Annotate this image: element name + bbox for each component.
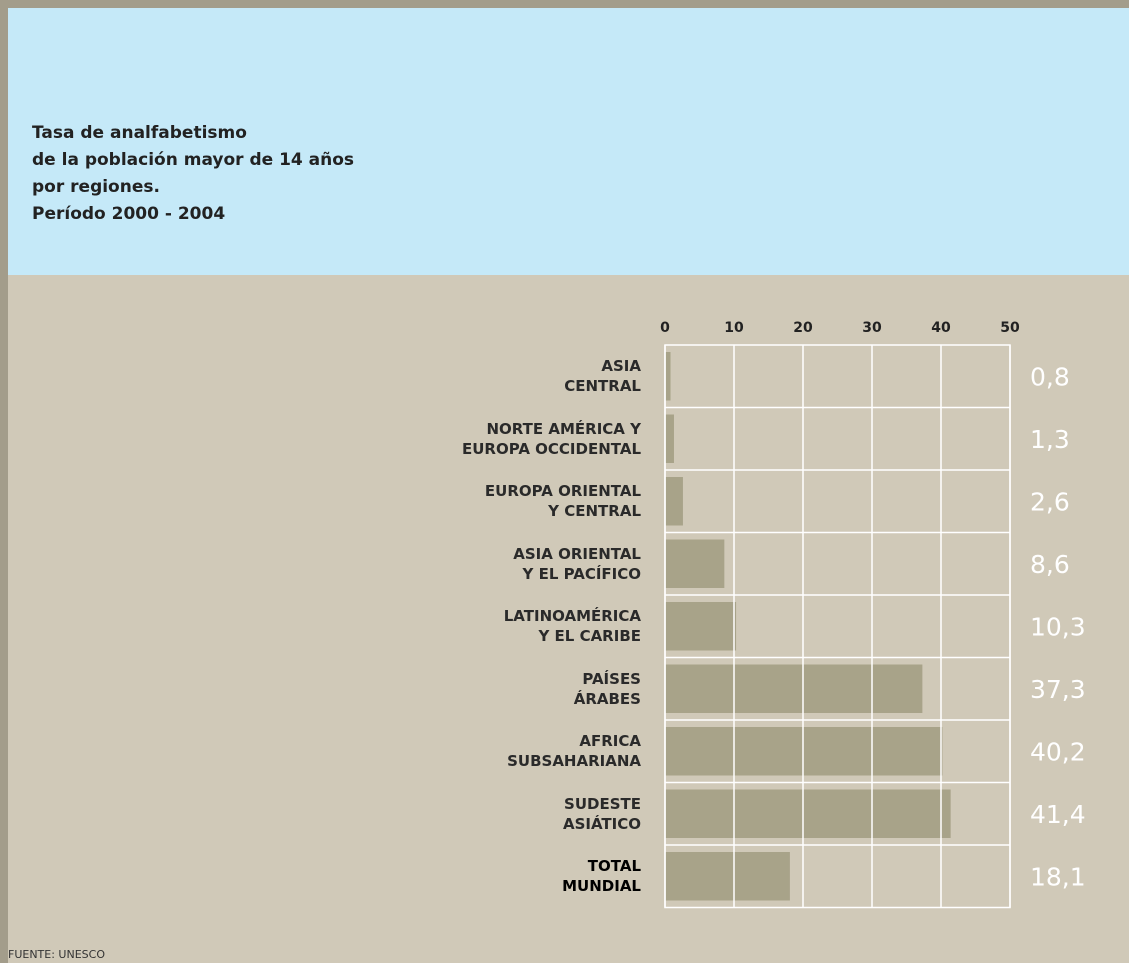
category-label: TOTAL MUNDIAL <box>562 857 641 896</box>
title-panel: Tasa de analfabetismo de la población ma… <box>8 8 1129 275</box>
bar <box>665 852 790 901</box>
value-label: 41,4 <box>1030 800 1086 829</box>
category-label: ASIA CENTRAL <box>564 357 641 396</box>
bar <box>665 539 725 588</box>
value-label: 0,8 <box>1030 362 1070 391</box>
category-label: LATINOAMÉRICA Y EL CARIBE <box>503 607 641 646</box>
chart: 0,8 1,3 2,6 8,6 10,3 37,3 40,2 41,4 18,1 0 10 20 30 4… <box>660 320 1086 909</box>
value-label: 40,2 <box>1030 737 1086 766</box>
x-tick-label: 0 <box>660 320 670 336</box>
x-tick-label: 30 <box>862 320 882 336</box>
value-label: 1,3 <box>1030 425 1070 454</box>
x-tick-label: 50 <box>1000 320 1020 336</box>
bar <box>665 477 683 526</box>
plot-frame <box>664 344 1011 909</box>
x-tick-label: 20 <box>793 320 813 336</box>
x-tick-label: 10 <box>724 320 744 336</box>
bar <box>665 789 951 838</box>
category-label: AFRICA SUBSAHARIANA <box>507 732 641 771</box>
category-label: NORTE AMÉRICA Y EUROPA OCCIDENTAL <box>461 419 641 458</box>
value-label: 8,6 <box>1030 550 1070 579</box>
source-note: FUENTE: UNESCO <box>8 948 105 961</box>
value-label: 37,3 <box>1030 675 1086 704</box>
bar <box>665 602 737 651</box>
category-label: SUDESTE ASIÁTICO <box>562 794 641 833</box>
value-label: 10,3 <box>1030 612 1086 641</box>
category-label: EUROPA ORIENTAL Y CENTRAL <box>484 482 641 521</box>
value-label: 18,1 <box>1030 862 1086 891</box>
category-label: PAÍSES ÁRABES <box>573 669 641 708</box>
bar <box>665 414 674 463</box>
x-tick-label: 40 <box>931 320 951 336</box>
value-label: 2,6 <box>1030 487 1070 516</box>
category-label: ASIA ORIENTAL Y EL PACÍFICO <box>513 544 641 583</box>
bar <box>665 352 671 401</box>
chart-title: Tasa de analfabetismo de la población ma… <box>32 123 355 224</box>
bar <box>665 664 923 713</box>
